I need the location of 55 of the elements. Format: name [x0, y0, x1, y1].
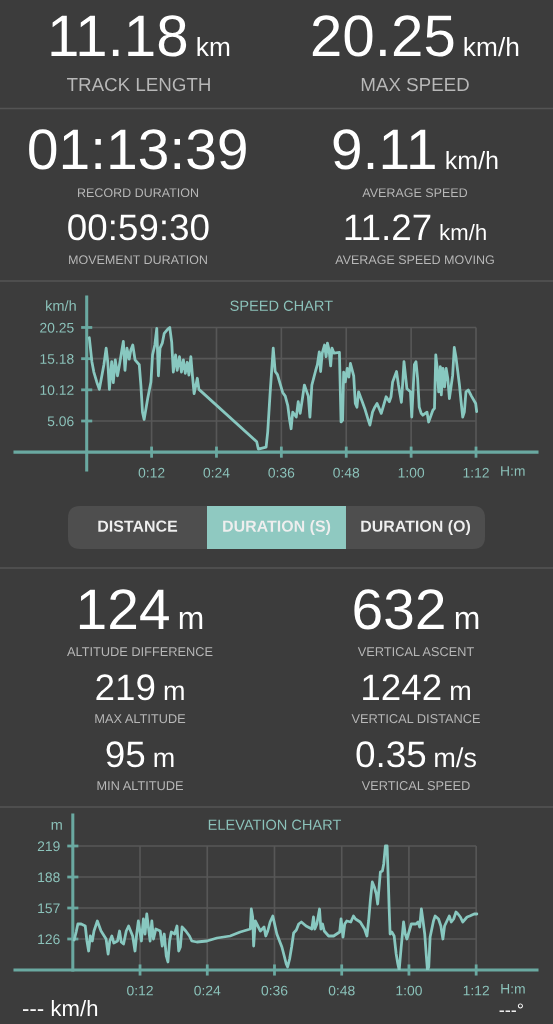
x-tick-label: 0:24 — [203, 467, 230, 478]
category-label: DURATION (S) — [223, 520, 331, 535]
x-tick-label: 0:24 — [194, 985, 221, 996]
x-tick-label: 1:12 — [463, 467, 489, 478]
x-tick-label: 0:48 — [328, 985, 355, 996]
x-axis-title: H:m — [501, 466, 525, 476]
text: VERTICAL DISTANCE — [351, 714, 480, 724]
x-tick-label: 0:48 — [333, 467, 360, 478]
text: 0.35 m/s — [356, 741, 476, 768]
text: 00:59:30 — [68, 214, 209, 241]
text: 95 m — [106, 741, 174, 768]
y-tick-label: 5.06 — [47, 416, 74, 427]
x-axis-title: H:m — [501, 984, 525, 994]
category-label: DURATION (O) — [361, 520, 471, 535]
x-tick-label: 1:00 — [396, 985, 422, 996]
x-tick-label: 0:12 — [127, 985, 153, 996]
text: 11.27 km/h — [345, 214, 486, 241]
y-axis-title: m — [51, 821, 62, 830]
x-tick-label: 0:36 — [261, 985, 288, 996]
text: TRACK LENGTH — [67, 77, 210, 92]
y-tick-label: 126 — [38, 934, 60, 945]
text: AVERAGE SPEED — [362, 188, 468, 198]
chart-title: ELEVATION CHART — [208, 819, 342, 830]
x-tick-label: 0:12 — [138, 467, 165, 478]
text: MOVEMENT DURATION — [69, 255, 207, 265]
y-tick-label: 15.18 — [40, 354, 74, 364]
text: ---° — [499, 1003, 523, 1012]
text: --- km/h — [22, 999, 98, 1017]
text: MAX ALTITUDE — [95, 714, 186, 724]
text: 9.11 km/h — [333, 129, 498, 170]
y-tick-label: 219 — [37, 841, 60, 852]
y-tick-label: 20.25 — [40, 322, 74, 333]
text: 219 m — [96, 674, 184, 701]
text: MIN ALTITUDE — [97, 781, 183, 791]
text: 632 m — [354, 589, 479, 630]
y-tick-label: 188 — [38, 872, 60, 883]
text: MAX SPEED — [361, 77, 469, 92]
text: 124 m — [79, 589, 203, 629]
y-tick-label: 10.12 — [40, 385, 74, 396]
text: AVERAGE SPEED MOVING — [335, 255, 494, 265]
x-tick-label: 1:12 — [463, 985, 489, 996]
text: VERTICAL SPEED — [361, 781, 470, 791]
category-label: DISTANCE — [98, 520, 178, 532]
x-tick-label: 1:00 — [398, 467, 425, 478]
x-tick-label: 0:36 — [268, 467, 295, 478]
y-axis-title: km/h — [46, 300, 76, 311]
line-series — [72, 844, 479, 970]
text: RECORD DURATION — [78, 188, 198, 198]
chart-title: SPEED CHART — [230, 300, 333, 311]
line-series — [87, 326, 479, 451]
text: 01:13:39 — [29, 129, 246, 170]
y-tick-label: 157 — [38, 903, 60, 914]
text: VERTICAL ASCENT — [357, 647, 474, 657]
text: ALTITUDE DIFFERENCE — [67, 647, 213, 657]
text: 1242 m — [363, 674, 470, 700]
